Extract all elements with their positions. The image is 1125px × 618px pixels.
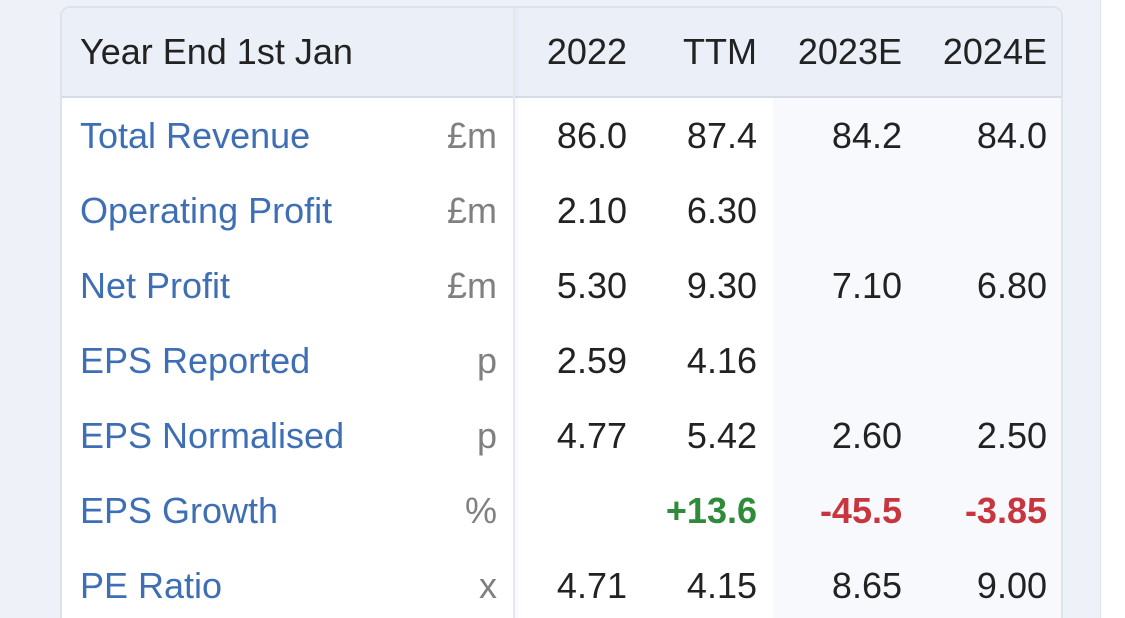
table-header: Year End 1st Jan 2022 TTM 2023E 2024E xyxy=(62,8,1061,98)
table-cell: 86.0 xyxy=(556,115,627,156)
header-col-2023e: 2023E xyxy=(797,31,902,72)
financials-table: Year End 1st Jan 2022 TTM 2023E 2024E To… xyxy=(60,6,1063,618)
table-cell xyxy=(902,323,1047,398)
table-cell: 4.71 xyxy=(556,565,627,606)
row-label-total-revenue[interactable]: Total Revenue xyxy=(80,115,311,156)
table-cell xyxy=(517,473,627,548)
right-panel-edge xyxy=(1100,0,1125,618)
table-cell xyxy=(762,173,902,248)
frozen-column-divider xyxy=(513,8,515,618)
header-col-2024e: 2024E xyxy=(942,31,1047,72)
row-unit: p xyxy=(476,340,497,381)
table-cell: 87.4 xyxy=(686,115,757,156)
row-unit: £m xyxy=(446,190,497,231)
table-cell: 84.2 xyxy=(831,115,902,156)
table-cell: 4.77 xyxy=(556,415,627,456)
table-cell: 4.15 xyxy=(686,565,757,606)
table-cell: 2.10 xyxy=(556,190,627,231)
table-cell: 2.60 xyxy=(831,415,902,456)
table-cell: 8.65 xyxy=(831,565,902,606)
row-label-pe-ratio[interactable]: PE Ratio xyxy=(80,565,223,606)
table-cell: 2.50 xyxy=(976,415,1047,456)
row-unit: % xyxy=(464,490,497,531)
row-unit: £m xyxy=(446,115,497,156)
header-year-end-label: Year End 1st Jan xyxy=(80,31,353,72)
row-label-net-profit[interactable]: Net Profit xyxy=(80,265,231,306)
header-col-2022: 2022 xyxy=(546,31,627,72)
row-label-eps-growth[interactable]: EPS Growth xyxy=(80,490,279,531)
row-label-eps-reported[interactable]: EPS Reported xyxy=(80,340,311,381)
row-label-operating-profit[interactable]: Operating Profit xyxy=(80,190,333,231)
table-cell: 4.16 xyxy=(686,340,757,381)
table-cell: 2.59 xyxy=(556,340,627,381)
table-cell: 9.30 xyxy=(686,265,757,306)
row-unit: x xyxy=(479,565,497,606)
table-cell xyxy=(762,323,902,398)
row-unit: £m xyxy=(446,265,497,306)
table-cell: 9.00 xyxy=(976,565,1047,606)
header-col-ttm: TTM xyxy=(683,31,757,72)
table-cell xyxy=(902,173,1047,248)
table-cell: 6.30 xyxy=(686,190,757,231)
row-label-eps-normalised[interactable]: EPS Normalised xyxy=(80,415,345,456)
growth-negative-value: -45.5 xyxy=(819,490,902,531)
table-cell: 5.42 xyxy=(686,415,757,456)
row-unit: p xyxy=(476,415,497,456)
estimates-column-shade xyxy=(773,8,1061,618)
growth-positive-value: +13.6 xyxy=(665,490,757,531)
growth-negative-value: -3.85 xyxy=(964,490,1047,531)
table-cell: 5.30 xyxy=(556,265,627,306)
table-cell: 6.80 xyxy=(976,265,1047,306)
table-cell: 7.10 xyxy=(831,265,902,306)
table-cell: 84.0 xyxy=(976,115,1047,156)
